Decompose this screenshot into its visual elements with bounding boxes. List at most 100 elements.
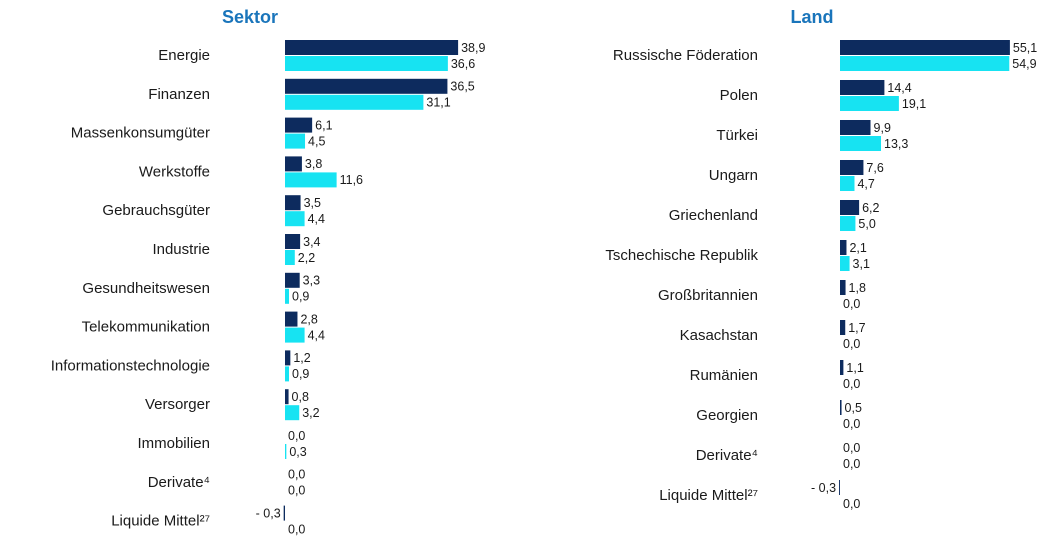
category-label: Telekommunikation (82, 319, 210, 336)
value-label: 13,3 (884, 137, 908, 151)
value-label: 54,9 (1012, 57, 1036, 71)
value-label: 3,3 (303, 274, 320, 288)
bar (840, 240, 847, 255)
value-label: 0,0 (843, 457, 860, 471)
bar (285, 272, 300, 288)
value-label: 0,0 (843, 377, 860, 391)
bar (840, 80, 885, 95)
category-label: Energie (158, 47, 210, 64)
bar (840, 280, 846, 295)
category-label: Gesundheitswesen (82, 280, 210, 297)
value-label: 3,1 (853, 257, 870, 271)
bar (840, 320, 846, 335)
value-label: 14,4 (887, 81, 911, 95)
value-label: 2,8 (300, 312, 317, 326)
value-label: 0,0 (843, 297, 860, 311)
value-label: 4,7 (857, 177, 874, 191)
value-label: 0,0 (843, 337, 860, 351)
bar (285, 133, 306, 149)
bar (285, 94, 424, 110)
bar (285, 117, 313, 133)
bar (285, 405, 300, 421)
bar (285, 250, 295, 265)
value-label: 0,9 (292, 290, 309, 304)
bar (840, 400, 842, 415)
category-label: Großbritannien (658, 287, 758, 304)
value-label: 0,0 (843, 417, 860, 431)
value-label: 0,0 (288, 468, 305, 482)
value-label: 6,2 (862, 201, 879, 215)
value-label: 4,4 (308, 212, 325, 226)
bar (840, 160, 864, 175)
category-label: Gebrauchsgüter (102, 202, 210, 219)
bar (840, 176, 855, 191)
value-label: 36,6 (451, 57, 475, 71)
category-label: Kasachstan (680, 327, 758, 344)
value-label: 2,2 (298, 251, 315, 265)
value-label: 4,5 (308, 134, 325, 148)
category-label: Werkstoffe (139, 163, 210, 180)
category-label: Industrie (152, 241, 210, 258)
value-label: 0,5 (845, 401, 862, 415)
bar (285, 40, 459, 55)
bar (285, 327, 305, 343)
value-label: 31,1 (426, 96, 450, 110)
category-label: Immobilien (137, 435, 210, 452)
value-label: 55,1 (1013, 41, 1037, 55)
value-label: 7,6 (866, 161, 883, 175)
value-label: 0,8 (292, 390, 309, 404)
value-label: 4,4 (308, 328, 325, 342)
bar (285, 444, 287, 459)
value-label: 5,0 (858, 217, 875, 231)
bar (285, 234, 301, 249)
bar (285, 389, 289, 405)
category-label: Rumänien (690, 367, 758, 384)
bar (840, 256, 850, 271)
bar (285, 56, 448, 71)
value-label: 1,1 (846, 361, 863, 375)
bar (285, 366, 290, 382)
value-label: 1,7 (848, 321, 865, 335)
bar (283, 505, 285, 521)
value-label: 38,9 (461, 41, 485, 55)
category-label: Derivate⁴ (148, 474, 210, 491)
category-label: Russische Föderation (613, 47, 758, 64)
value-label: 3,4 (303, 235, 320, 249)
value-label: 3,2 (302, 406, 319, 420)
value-label: 6,1 (315, 118, 332, 132)
value-label: 0,9 (292, 367, 309, 381)
category-label: Finanzen (148, 86, 210, 103)
value-label: 0,3 (289, 445, 306, 459)
category-label: Georgien (696, 407, 758, 424)
bar (840, 216, 856, 231)
value-label: 9,9 (874, 121, 891, 135)
value-label: 0,0 (288, 484, 305, 498)
value-label: 0,0 (288, 429, 305, 443)
value-label: 0,0 (843, 441, 860, 455)
value-label: 1,2 (293, 351, 310, 365)
bar (840, 136, 882, 151)
bar (285, 78, 448, 94)
value-label: 2,1 (849, 241, 866, 255)
category-label: Liquide Mittel²⁷ (111, 513, 210, 530)
category-label: Türkei (716, 127, 758, 144)
category-label: Massenkonsumgüter (71, 125, 210, 142)
value-label: - 0,3 (811, 481, 836, 495)
category-label: Derivate⁴ (696, 447, 758, 464)
bar (840, 56, 1010, 71)
bar (839, 480, 840, 495)
bar (840, 200, 860, 215)
bar (285, 195, 301, 211)
value-label: 19,1 (902, 97, 926, 111)
value-label: 0,0 (288, 522, 305, 536)
category-label: Versorger (145, 396, 210, 413)
bar (840, 40, 1010, 55)
value-label: 36,5 (450, 80, 474, 94)
value-label: 0,0 (843, 497, 860, 511)
bar (285, 156, 302, 172)
category-label: Liquide Mittel²⁷ (659, 487, 758, 504)
value-label: 3,5 (304, 196, 321, 210)
bar (285, 311, 298, 327)
chart-title: Sektor (222, 7, 278, 27)
category-label: Informationstechnologie (51, 357, 210, 374)
